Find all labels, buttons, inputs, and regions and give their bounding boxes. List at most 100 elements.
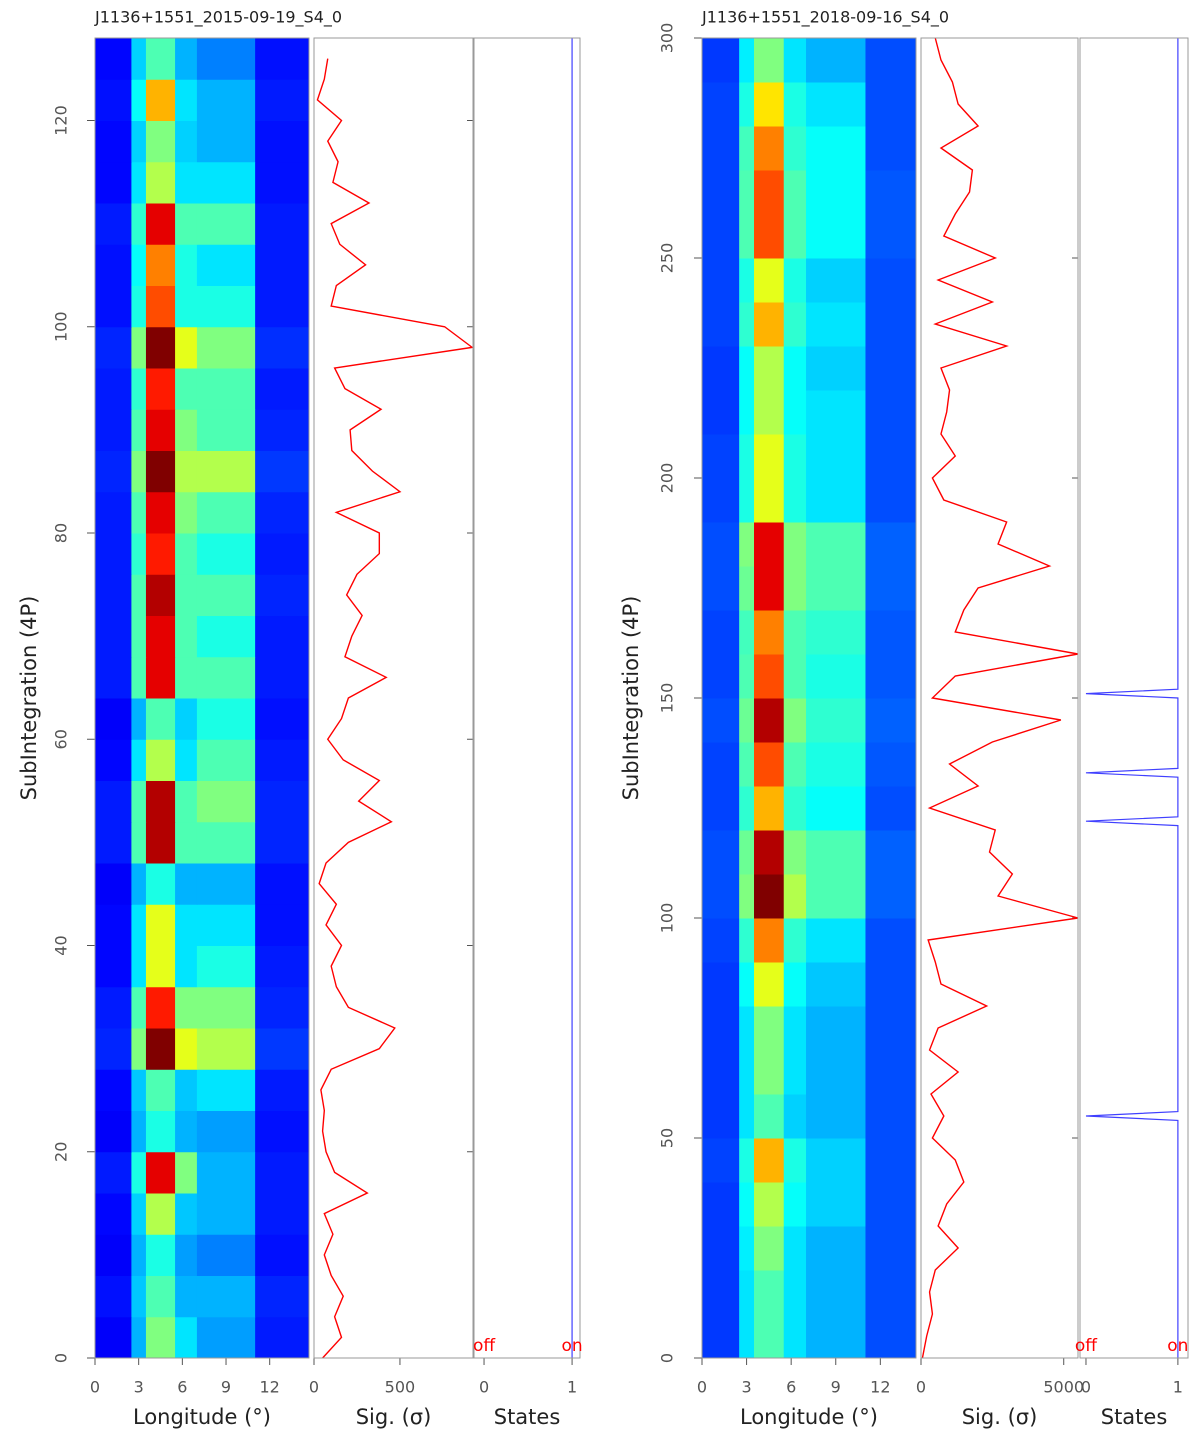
heatmap-cell (865, 82, 917, 127)
heatmap-cell (255, 656, 310, 699)
x-axis-label: Longitude (°) (133, 1405, 271, 1429)
significance-line (921, 37, 1079, 1359)
heatmap-cell (739, 874, 755, 919)
y-tick-label: 300 (658, 23, 677, 54)
heatmap-cell (131, 244, 147, 286)
heatmap-cell (95, 161, 132, 204)
heatmap-cell (865, 1226, 917, 1271)
heatmap-cell (754, 38, 785, 83)
heatmap-cell (739, 698, 755, 743)
heatmap-cell (255, 1193, 310, 1235)
heatmap-cell (865, 874, 917, 919)
heatmap-cell (196, 1193, 256, 1235)
heatmap-cell (255, 574, 310, 616)
x-tick-label: 1 (1173, 1378, 1183, 1397)
heatmap-cell (145, 1028, 176, 1070)
heatmap-cell (739, 478, 755, 523)
heatmap-cell (131, 574, 147, 616)
heatmap-cell (131, 1151, 147, 1194)
heatmap-cell (95, 1275, 132, 1318)
heatmap-cell (145, 904, 176, 946)
heatmap-cell (131, 1193, 147, 1235)
x-tick-label: 3 (134, 1378, 144, 1397)
heatmap-cell (145, 615, 176, 658)
heatmap-cell (196, 244, 256, 286)
heatmap-cell (754, 522, 785, 567)
heatmap-cell (255, 904, 310, 946)
heatmap-cell (196, 986, 256, 1029)
y-tick-label: 150 (658, 683, 677, 714)
heatmap-cell (783, 38, 807, 83)
heatmap-cell (754, 478, 785, 523)
heatmap-cell (783, 566, 807, 611)
heatmap-cell (754, 126, 785, 171)
heatmap-cell (255, 285, 310, 328)
heatmap-cell (196, 780, 256, 823)
heatmap-cell (145, 863, 176, 905)
y-tick-label: 250 (658, 243, 677, 274)
heatmap-cell (95, 615, 132, 658)
x-tick-label: 12 (870, 1378, 890, 1397)
heatmap-cell (702, 1226, 740, 1271)
y-tick-label: 100 (658, 903, 677, 934)
heatmap-cell (754, 1094, 785, 1139)
heatmap-cell (865, 654, 917, 699)
heatmap-cell (865, 346, 917, 391)
heatmap-cell (255, 244, 310, 286)
heatmap-cell (145, 656, 176, 699)
heatmap-cell (806, 522, 866, 567)
x-tick-label: 9 (221, 1378, 231, 1397)
heatmap-cell (806, 1270, 866, 1315)
heatmap-cell (175, 904, 198, 946)
heatmap-cell (196, 739, 256, 781)
heatmap-cell (196, 38, 256, 80)
heatmap-cell (783, 170, 807, 215)
heatmap-cell (702, 786, 740, 831)
heatmap-cell (806, 1182, 866, 1227)
heatmap-cell (806, 1314, 866, 1359)
heatmap-cell (95, 203, 132, 245)
heatmap-cell (145, 409, 176, 451)
heatmap-cell (754, 1314, 785, 1359)
heatmap-cell (754, 698, 785, 743)
heatmap-cell (806, 82, 866, 127)
x-tick-label: 0 (916, 1378, 926, 1397)
heatmap-cell (95, 656, 132, 699)
axes-frame (920, 37, 1079, 1359)
heatmap-cell (255, 698, 310, 740)
heatmap-cell (754, 258, 785, 303)
heatmap-cell (754, 786, 785, 831)
heatmap-cell (196, 450, 256, 493)
heatmap-cell (131, 780, 147, 823)
heatmap-cell (145, 1275, 176, 1318)
heatmap-cell (175, 491, 198, 534)
state-label: off (1075, 1336, 1098, 1356)
heatmap-cell (145, 161, 176, 204)
heatmap-cell (145, 38, 176, 80)
heatmap-cell (783, 258, 807, 303)
heatmap-cell (175, 161, 198, 204)
heatmap-cell (783, 830, 807, 875)
heatmap-cell (196, 574, 256, 616)
heatmap-cell (196, 1234, 256, 1276)
heatmap-cell (95, 1110, 132, 1153)
heatmap-cell (131, 491, 147, 534)
heatmap-cell (702, 1006, 740, 1051)
heatmap-cell (754, 830, 785, 875)
heatmap-cell (255, 368, 310, 410)
heatmap-cell (806, 126, 866, 171)
heatmap-cell (175, 698, 198, 740)
heatmap-cell (131, 450, 147, 493)
heatmap-cell (131, 1028, 147, 1070)
heatmap-cell (806, 962, 866, 1007)
heatmap-cell (145, 450, 176, 493)
heatmap-cell (739, 1182, 755, 1227)
y-tick-label: 200 (658, 463, 677, 494)
heatmap-cell (131, 1069, 147, 1111)
heatmap-cell (865, 522, 917, 567)
heatmap-cell (702, 962, 740, 1007)
x-axis-label: Sig. (σ) (356, 1405, 432, 1429)
heatmap-cell (783, 346, 807, 391)
heatmap-cell (783, 610, 807, 655)
y-tick-label: 0 (658, 1353, 677, 1363)
